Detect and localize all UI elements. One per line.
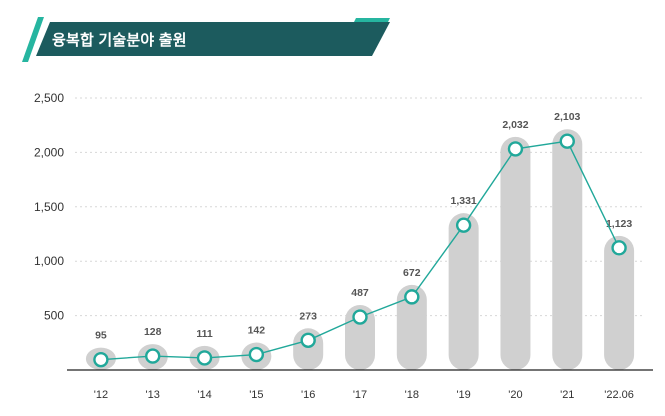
x-tick-label: '13 [146, 389, 160, 401]
y-tick-label: 1,000 [34, 254, 64, 268]
x-tick-label: '12 [94, 389, 108, 401]
data-point [455, 217, 472, 233]
data-point [611, 240, 627, 256]
bar [500, 136, 531, 370]
bar [604, 235, 635, 370]
data-point [248, 346, 265, 363]
x-tick-label: '19 [456, 389, 470, 401]
data-label: 672 [403, 267, 421, 279]
x-tick-label: '21 [560, 389, 574, 401]
banner-accent-stripe-left [22, 17, 44, 62]
bar [345, 305, 375, 370]
chart-title: 융복합 기술분야 출원 [52, 32, 187, 49]
data-label: 1,123 [606, 218, 632, 230]
data-label: 2,032 [502, 119, 528, 131]
x-tick-label: '14 [197, 389, 211, 401]
data-point [300, 332, 316, 348]
data-label: 128 [144, 326, 162, 338]
banner-background [36, 22, 390, 56]
y-tick-label: 2,500 [34, 91, 64, 105]
data-point [352, 309, 368, 325]
y-tick-label: 2,000 [34, 145, 64, 159]
x-tick-label: '17 [353, 389, 367, 401]
data-point [507, 141, 524, 157]
x-tick-label: '20 [508, 389, 522, 401]
data-point [559, 133, 575, 149]
title-banner [22, 17, 390, 62]
bar [448, 213, 479, 370]
data-label: 2,103 [554, 111, 580, 123]
data-point [145, 348, 161, 364]
x-tick-label: '15 [249, 389, 263, 401]
data-label: 142 [248, 325, 266, 337]
data-point [93, 351, 109, 368]
banner-accent-stripe-right [354, 18, 390, 22]
y-tick-label: 500 [44, 309, 64, 323]
data-label: 487 [351, 287, 369, 299]
data-label: 95 [95, 330, 107, 342]
data-point [196, 350, 213, 366]
bar [552, 129, 583, 370]
x-tick-label: '22.06 [604, 389, 634, 401]
data-label: 273 [299, 310, 317, 322]
baseline-mask [67, 370, 653, 382]
data-point [404, 289, 420, 305]
data-label: 111 [196, 328, 213, 340]
y-tick-label: 1,500 [34, 200, 64, 214]
x-tick-label: '18 [405, 389, 419, 401]
data-label: 1,331 [450, 195, 476, 207]
x-tick-label: '16 [301, 389, 315, 401]
bar [396, 284, 427, 370]
